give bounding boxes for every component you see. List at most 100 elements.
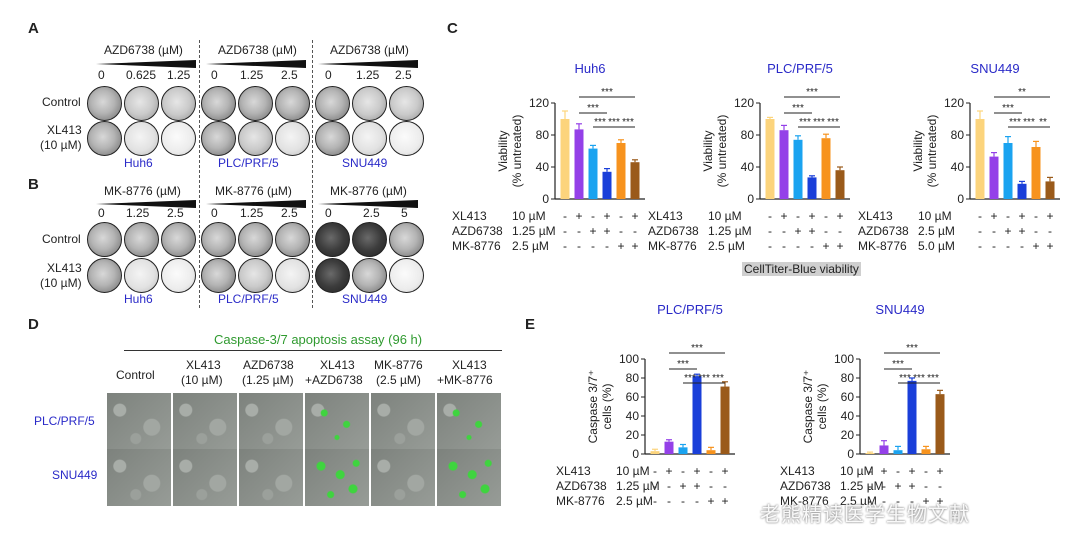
condition-label: AZD6738 — [780, 479, 831, 493]
condition-sign: + — [780, 209, 788, 223]
condition-sign: - — [810, 239, 814, 253]
colony-dish — [87, 86, 122, 121]
row-label-control: Control — [42, 232, 81, 246]
colony-dish — [275, 258, 310, 293]
condition-sign: - — [782, 239, 786, 253]
condition-sign: - — [563, 224, 567, 238]
significance-label: *** — [813, 117, 825, 128]
colony-dish — [201, 121, 236, 156]
cell-line-label: Huh6 — [124, 292, 153, 306]
significance-label: *** — [913, 373, 925, 384]
colony-dish — [275, 86, 310, 121]
colony-dish — [87, 121, 122, 156]
condition-sign: - — [768, 239, 772, 253]
row-label-snu: SNU449 — [52, 468, 98, 482]
chart-title: PLC/PRF/5 — [657, 302, 723, 317]
micrograph — [107, 449, 171, 506]
condition-sign: - — [681, 464, 685, 478]
y-tick-label: 120 — [734, 96, 754, 110]
colony-dish — [238, 86, 273, 121]
condition-sign: - — [667, 479, 671, 493]
column-label-xl413: XL413 — [186, 358, 221, 372]
panel-b-header-plc: MK-8776 (µM) — [215, 184, 292, 198]
bar — [692, 376, 702, 454]
condition-sign: - — [882, 494, 886, 508]
dose-label: 2.5 — [281, 68, 298, 82]
bar — [779, 130, 789, 199]
dose-label: 0 — [98, 68, 105, 82]
panel-letter-c: C — [447, 20, 458, 37]
condition-sign: + — [808, 224, 816, 238]
condition-sign: + — [1018, 209, 1026, 223]
colony-dish — [238, 121, 273, 156]
y-axis-label: (% untreated) — [715, 115, 729, 188]
significance-label: *** — [712, 373, 724, 384]
bar — [975, 119, 985, 199]
colony-dish — [315, 222, 350, 257]
condition-sign: - — [681, 494, 685, 508]
condition-sign: + — [922, 494, 930, 508]
dose-label: 0.625 — [126, 68, 157, 82]
y-axis-label: Viability — [701, 130, 715, 171]
significance-label: *** — [691, 343, 703, 354]
panel-b-header-snu: MK-8776 (µM) — [330, 184, 407, 198]
dose-label: 1.25 — [240, 206, 264, 220]
micrograph — [437, 393, 501, 450]
dose-wedge — [318, 200, 418, 208]
bar — [807, 177, 817, 199]
y-axis-label: Viability — [496, 130, 510, 171]
y-tick-label: 60 — [841, 390, 855, 404]
column-label-xl413-dose: (10 µM) — [181, 373, 223, 387]
condition-label: MK-8776 — [858, 239, 907, 253]
micrograph — [239, 393, 303, 450]
colony-dish — [315, 86, 350, 121]
condition-sign: + — [1004, 224, 1012, 238]
cell-line-label: Huh6 — [124, 156, 153, 170]
condition-sign: + — [693, 464, 701, 478]
colony-dish — [352, 222, 387, 257]
condition-concentration: 10 µM — [512, 209, 546, 223]
condition-sign: - — [978, 209, 982, 223]
condition-sign: - — [633, 224, 637, 238]
condition-concentration: 2.5 µM — [918, 224, 955, 238]
condition-label: XL413 — [858, 209, 893, 223]
condition-sign: + — [1032, 239, 1040, 253]
row-label-xl413: XL413 — [47, 123, 82, 137]
micrograph — [107, 393, 171, 450]
y-tick-label: 20 — [841, 428, 855, 442]
condition-sign: + — [1046, 209, 1054, 223]
y-tick-label: 80 — [841, 371, 855, 385]
y-axis-label: cells (%) — [600, 383, 614, 429]
condition-label: MK-8776 — [452, 239, 501, 253]
cell-line-label: PLC/PRF/5 — [218, 292, 279, 306]
condition-sign: + — [836, 209, 844, 223]
colony-dish — [201, 222, 236, 257]
colony-dish — [315, 121, 350, 156]
row-label-control: Control — [42, 95, 81, 109]
condition-sign: + — [880, 464, 888, 478]
dose-label: 2.5 — [363, 206, 380, 220]
colony-dish — [389, 86, 424, 121]
dose-label: 2.5 — [395, 68, 412, 82]
y-tick-label: 80 — [951, 128, 965, 142]
dose-label: 0 — [325, 68, 332, 82]
colony-dish — [201, 86, 236, 121]
condition-sign: + — [721, 494, 729, 508]
condition-sign: - — [868, 464, 872, 478]
condition-sign: + — [936, 464, 944, 478]
condition-label: AZD6738 — [452, 224, 503, 238]
bar — [574, 129, 584, 199]
colony-dish — [352, 121, 387, 156]
micrograph — [239, 449, 303, 506]
cell-line-label: SNU449 — [342, 156, 388, 170]
bar — [865, 453, 875, 454]
panel-a-header-huh6: AZD6738 (µM) — [104, 43, 183, 57]
y-tick-label: 80 — [626, 371, 640, 385]
condition-sign: + — [1046, 239, 1054, 253]
condition-concentration: 10 µM — [708, 209, 742, 223]
dose-label: 0 — [211, 206, 218, 220]
colony-dish — [87, 258, 122, 293]
row-label-xl413-dose: (10 µM) — [40, 138, 82, 152]
bar — [1045, 181, 1055, 199]
